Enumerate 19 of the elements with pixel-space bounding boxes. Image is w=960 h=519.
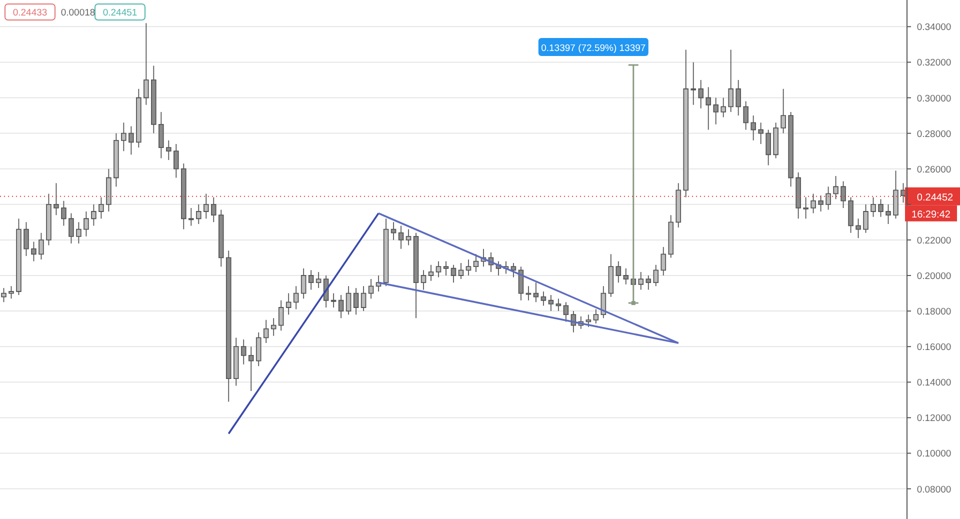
y-tick-label: 0.08000 [916, 484, 952, 496]
y-tick-label: 0.18000 [916, 306, 952, 318]
y-tick-label: 0.34000 [916, 22, 952, 34]
y-tick-label: 0.28000 [916, 128, 952, 140]
annotation: 0.24433 [12, 8, 48, 18]
y-tick-label: 0.22000 [916, 235, 952, 246]
y-tick-label: 0.14000 [916, 378, 952, 389]
y-tick-label: 0.32000 [916, 58, 952, 69]
y-tick-label: 0.20000 [916, 270, 952, 282]
annotation: 0.00018 [60, 8, 96, 18]
annotation: 0.24451 [102, 8, 138, 18]
y-tick-label: 0.30000 [916, 93, 952, 104]
ref-line-label: 0.24452 [916, 192, 954, 204]
text: 16:29:42 [912, 209, 951, 220]
y-tick-label: 0.26000 [916, 164, 952, 176]
y-tick-label: 0.10000 [916, 448, 952, 460]
y-tick-label: 0.16000 [916, 342, 952, 354]
annotation: 0.13397 (72.59%) 13397 [541, 43, 646, 54]
y-tick-label: 0.12000 [916, 413, 952, 424]
